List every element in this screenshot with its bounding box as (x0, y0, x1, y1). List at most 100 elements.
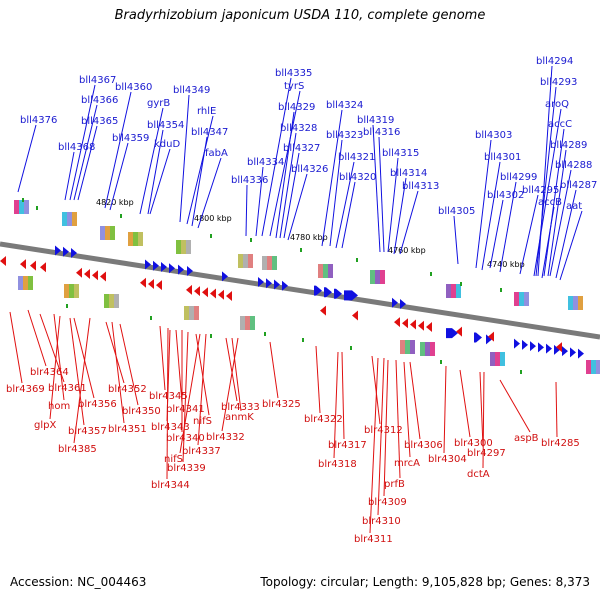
feature-block (62, 212, 67, 226)
gene-label: fabA (205, 148, 228, 159)
reverse-gene-arrow (226, 291, 232, 302)
gene-label: blr4357 (68, 426, 107, 437)
feature-block (578, 296, 583, 310)
feature-block (72, 212, 77, 226)
forward-gene-arrow (324, 287, 332, 298)
position-tick-label: 4820 kbp (96, 198, 134, 207)
feature-block (451, 284, 456, 298)
gene-label: bll4336 (231, 175, 268, 186)
forward-gene-pointer (537, 65, 553, 277)
gene-label: gyrB (147, 98, 170, 109)
gene-label: blr4306 (404, 440, 443, 451)
feature-block (596, 360, 600, 374)
reverse-gene-pointer (269, 341, 279, 399)
forward-gene-arrow (344, 290, 358, 301)
forward-gene-arrow (266, 278, 272, 289)
gene-marker (264, 332, 266, 336)
forward-gene-pointer (372, 124, 381, 253)
gene-marker (430, 272, 432, 276)
gene-marker (66, 304, 68, 308)
feature-block (19, 200, 24, 214)
gene-label: bll4316 (363, 127, 400, 138)
reverse-gene-arrow (40, 262, 46, 273)
feature-block (100, 226, 105, 240)
reverse-gene-pointer (231, 337, 242, 412)
reverse-gene-arrow (352, 310, 358, 321)
gene-label: kduD (154, 139, 180, 150)
gene-label: hom (48, 401, 70, 412)
reverse-gene-arrow (202, 287, 208, 298)
forward-gene-pointer (549, 169, 572, 277)
gene-label: bll4295 (522, 185, 559, 196)
forward-gene-arrow (400, 299, 406, 309)
gene-marker (150, 316, 152, 320)
gene-label: blr4343 (151, 422, 190, 433)
reverse-gene-pointer (69, 317, 85, 426)
gene-marker (300, 248, 302, 252)
reverse-gene-arrow (148, 278, 154, 289)
gene-marker (440, 360, 442, 364)
gene-marker (210, 234, 212, 238)
gene-label: nifS (193, 416, 212, 427)
forward-gene-pointer (329, 139, 343, 247)
gene-label: bll4313 (402, 181, 439, 192)
forward-gene-arrow (486, 334, 492, 345)
forward-gene-pointer (269, 90, 301, 237)
gene-label: bll4359 (112, 133, 149, 144)
reverse-gene-pointer (27, 309, 47, 367)
gene-label: blr4350 (122, 406, 161, 417)
gene-label: bll4305 (438, 206, 475, 217)
forward-gene-pointer (104, 91, 132, 209)
reverse-gene-pointer (333, 351, 339, 459)
forward-gene-pointer (387, 157, 399, 253)
forward-gene-pointer (499, 181, 517, 273)
forward-gene-pointer (547, 149, 567, 277)
gene-label: aat (566, 201, 582, 212)
reverse-gene-pointer (39, 313, 65, 383)
gene-marker (250, 238, 252, 242)
forward-gene-pointer (283, 152, 300, 239)
gene-label: blr4285 (541, 438, 580, 449)
gene-marker (356, 258, 358, 262)
gene-label: blr4312 (364, 425, 403, 436)
feature-block (238, 254, 243, 268)
reverse-gene-arrow (92, 270, 98, 281)
genome-stats-text: Topology: circular; Length: 9,105,828 bp… (260, 575, 590, 589)
reverse-gene-arrow (410, 319, 416, 330)
gene-label: bll4303 (475, 130, 512, 141)
genome-backbone (0, 241, 600, 340)
reverse-gene-pointer (221, 337, 239, 432)
reverse-gene-pointer (197, 333, 207, 446)
gene-label: blr4300 (454, 438, 493, 449)
forward-gene-arrow (187, 265, 193, 276)
feature-block (400, 340, 405, 354)
gene-label: bll4368 (58, 142, 95, 153)
gene-label: bll4299 (500, 172, 537, 183)
reverse-gene-pointer (73, 317, 91, 444)
forward-gene-arrow (530, 341, 536, 352)
reverse-gene-pointer (409, 361, 421, 440)
forward-gene-pointer (179, 94, 190, 223)
gene-label: blr4356 (78, 399, 117, 410)
gene-label: mrcA (394, 458, 420, 469)
gene-label: blr4310 (362, 516, 401, 527)
reverse-gene-pointer (341, 351, 345, 440)
gene-label: bll4289 (550, 140, 587, 151)
gene-label: blr4318 (318, 459, 357, 470)
feature-block (370, 270, 375, 284)
feature-block (114, 294, 119, 308)
reverse-gene-arrow (402, 318, 408, 329)
forward-gene-pointer (255, 166, 264, 237)
gene-marker (460, 282, 462, 286)
feature-block (328, 264, 333, 278)
gene-label: bll4327 (283, 143, 320, 154)
gene-label: blr4344 (151, 480, 190, 491)
reverse-gene-arrow (30, 260, 36, 271)
gene-label: blr4337 (182, 446, 221, 457)
feature-block (591, 360, 596, 374)
gene-marker (22, 198, 24, 202)
feature-block (243, 254, 248, 268)
reverse-gene-pointer (73, 317, 95, 399)
accession-text: Accession: NC_004463 (10, 575, 147, 589)
